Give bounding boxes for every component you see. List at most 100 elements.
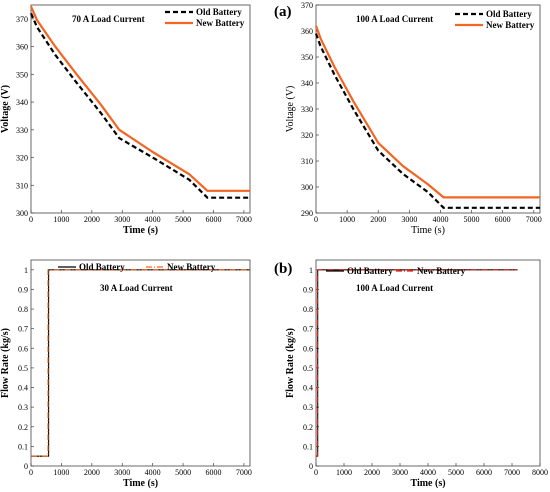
x-tick-label: 2000 [84, 468, 100, 477]
y-tick-label: 0.7 [18, 325, 28, 334]
x-axis-label: Time (s) [123, 225, 158, 236]
x-tick-label: 6000 [495, 215, 511, 224]
y-tick-label: 340 [301, 79, 313, 88]
x-tick-label: 2000 [370, 215, 386, 224]
x-tick-label: 6000 [476, 468, 492, 477]
annotation-text: 100 A Load Current [356, 283, 433, 293]
plot-frame [30, 259, 251, 467]
legend-entry: New Battery [196, 18, 245, 28]
x-tick-label: 0 [314, 468, 318, 477]
y-tick-label: 360 [16, 43, 28, 52]
x-tick-label: 8000 [532, 468, 548, 477]
legend-entry: Old Battery [196, 7, 242, 17]
series-line-old-battery [29, 12, 250, 199]
y-tick-label: 370 [16, 15, 28, 24]
y-tick-label: 320 [301, 131, 313, 140]
chart-panel-br: 0 1000 2000 3000 4000 5000 6000 7000 8000 0 0.1 0.2… [285, 259, 548, 489]
panel-letter-b: (b) [274, 261, 292, 277]
series-line-new-battery [316, 269, 518, 457]
plot-frame [30, 4, 251, 214]
series-line-new-battery [31, 269, 250, 457]
y-tick-label: 0.2 [303, 423, 313, 432]
y-tick-label: 0.5 [18, 364, 28, 373]
y-tick-label: 0.3 [303, 403, 313, 412]
annotation-text: 100 A Load Current [356, 14, 433, 24]
x-tick-label: 0 [314, 215, 318, 224]
x-tick-label: 3000 [114, 215, 130, 224]
y-tick-label: 340 [16, 98, 28, 107]
y-tick-label: 310 [301, 157, 313, 166]
x-axis-label: Time (s) [410, 478, 445, 489]
x-tick-label: 4000 [145, 468, 161, 477]
y-tick-label: 0.8 [18, 305, 28, 314]
series-line-old-battery [316, 269, 518, 457]
y-tick-label: 0.9 [303, 285, 313, 294]
x-axis-label: Time (s) [123, 478, 158, 489]
chart-panel-tl: 0 1000 2000 3000 4000 5000 6000 7000 300 310 320 33… [0, 4, 252, 236]
y-tick-label: 350 [301, 53, 313, 62]
y-tick-label: 290 [301, 209, 313, 218]
x-tick-label: 0 [29, 215, 33, 224]
y-tick-label: 1 [309, 266, 313, 275]
legend-entry: Old Battery [79, 262, 125, 272]
y-tick-label: 0.8 [303, 305, 313, 314]
series-line-old-battery [314, 33, 540, 209]
plot-frame [315, 4, 541, 214]
x-tick-label: 2000 [364, 468, 380, 477]
y-tick-label: 360 [301, 27, 313, 36]
series-line-new-battery [29, 5, 250, 192]
y-tick-label: 0.5 [303, 364, 313, 373]
y-tick-label: 0.4 [18, 384, 28, 393]
y-tick-label: 330 [16, 126, 28, 135]
x-tick-label: 1000 [53, 468, 69, 477]
y-tick-label: 320 [16, 154, 28, 163]
x-tick-label: 4000 [420, 468, 436, 477]
legend-entry: New Battery [417, 266, 466, 276]
x-tick-label: 6000 [206, 468, 222, 477]
x-tick-label: 1000 [339, 215, 355, 224]
chart-panel-tr: 0 1000 2000 3000 4000 5000 6000 7000 290 300 310 32… [285, 1, 542, 236]
y-axis-label: Voltage (V) [285, 86, 296, 133]
x-tick-label: 1000 [336, 468, 352, 477]
x-tick-label: 5000 [448, 468, 464, 477]
series-line-new-battery [314, 25, 540, 199]
legend-entry: New Battery [486, 20, 535, 30]
y-axis-label: Voltage (V) [0, 85, 11, 133]
x-tick-label: 1000 [53, 215, 69, 224]
x-tick-label: 2000 [84, 215, 100, 224]
x-tick-label: 5000 [175, 215, 191, 224]
x-axis-label: Time (s) [411, 225, 445, 236]
y-tick-label: 330 [301, 105, 313, 114]
y-tick-label: 0.7 [303, 325, 313, 334]
chart-panel-bl: 0 1000 2000 3000 4000 5000 6000 7000 0 0.1 0.2 0.3 0… [0, 259, 252, 489]
y-axis-label: Flow Rate (kg/s) [0, 328, 11, 398]
annotation-text: 30 A Load Current [100, 283, 173, 293]
x-tick-label: 0 [29, 468, 33, 477]
y-tick-label: 0.1 [303, 442, 313, 451]
y-tick-label: 0 [309, 462, 313, 471]
x-tick-label: 5000 [175, 468, 191, 477]
x-tick-label: 4000 [432, 215, 448, 224]
y-tick-label: 0.3 [18, 403, 28, 412]
x-tick-label: 7000 [504, 468, 520, 477]
y-tick-label: 300 [301, 183, 313, 192]
x-tick-label: 3000 [392, 468, 408, 477]
x-tick-label: 3000 [114, 468, 130, 477]
legend-entry: Old Battery [347, 266, 393, 276]
y-tick-label: 310 [16, 181, 28, 190]
x-tick-label: 5000 [464, 215, 480, 224]
y-axis-label: Flow Rate (kg/s) [285, 328, 296, 398]
y-tick-label: 350 [16, 70, 28, 79]
y-tick-label: 0.6 [303, 344, 313, 353]
y-tick-label: 1 [24, 266, 28, 275]
legend-entry: New Battery [167, 262, 216, 272]
legend-entry: Old Battery [486, 9, 532, 19]
y-tick-label: 0.6 [18, 344, 28, 353]
annotation-text: 70 A Load Current [72, 14, 145, 24]
y-tick-label: 0.2 [18, 423, 28, 432]
series-line-old-battery [31, 269, 250, 457]
x-tick-label: 7000 [236, 468, 252, 477]
y-tick-label: 0.4 [303, 384, 313, 393]
y-tick-label: 0.1 [18, 442, 28, 451]
